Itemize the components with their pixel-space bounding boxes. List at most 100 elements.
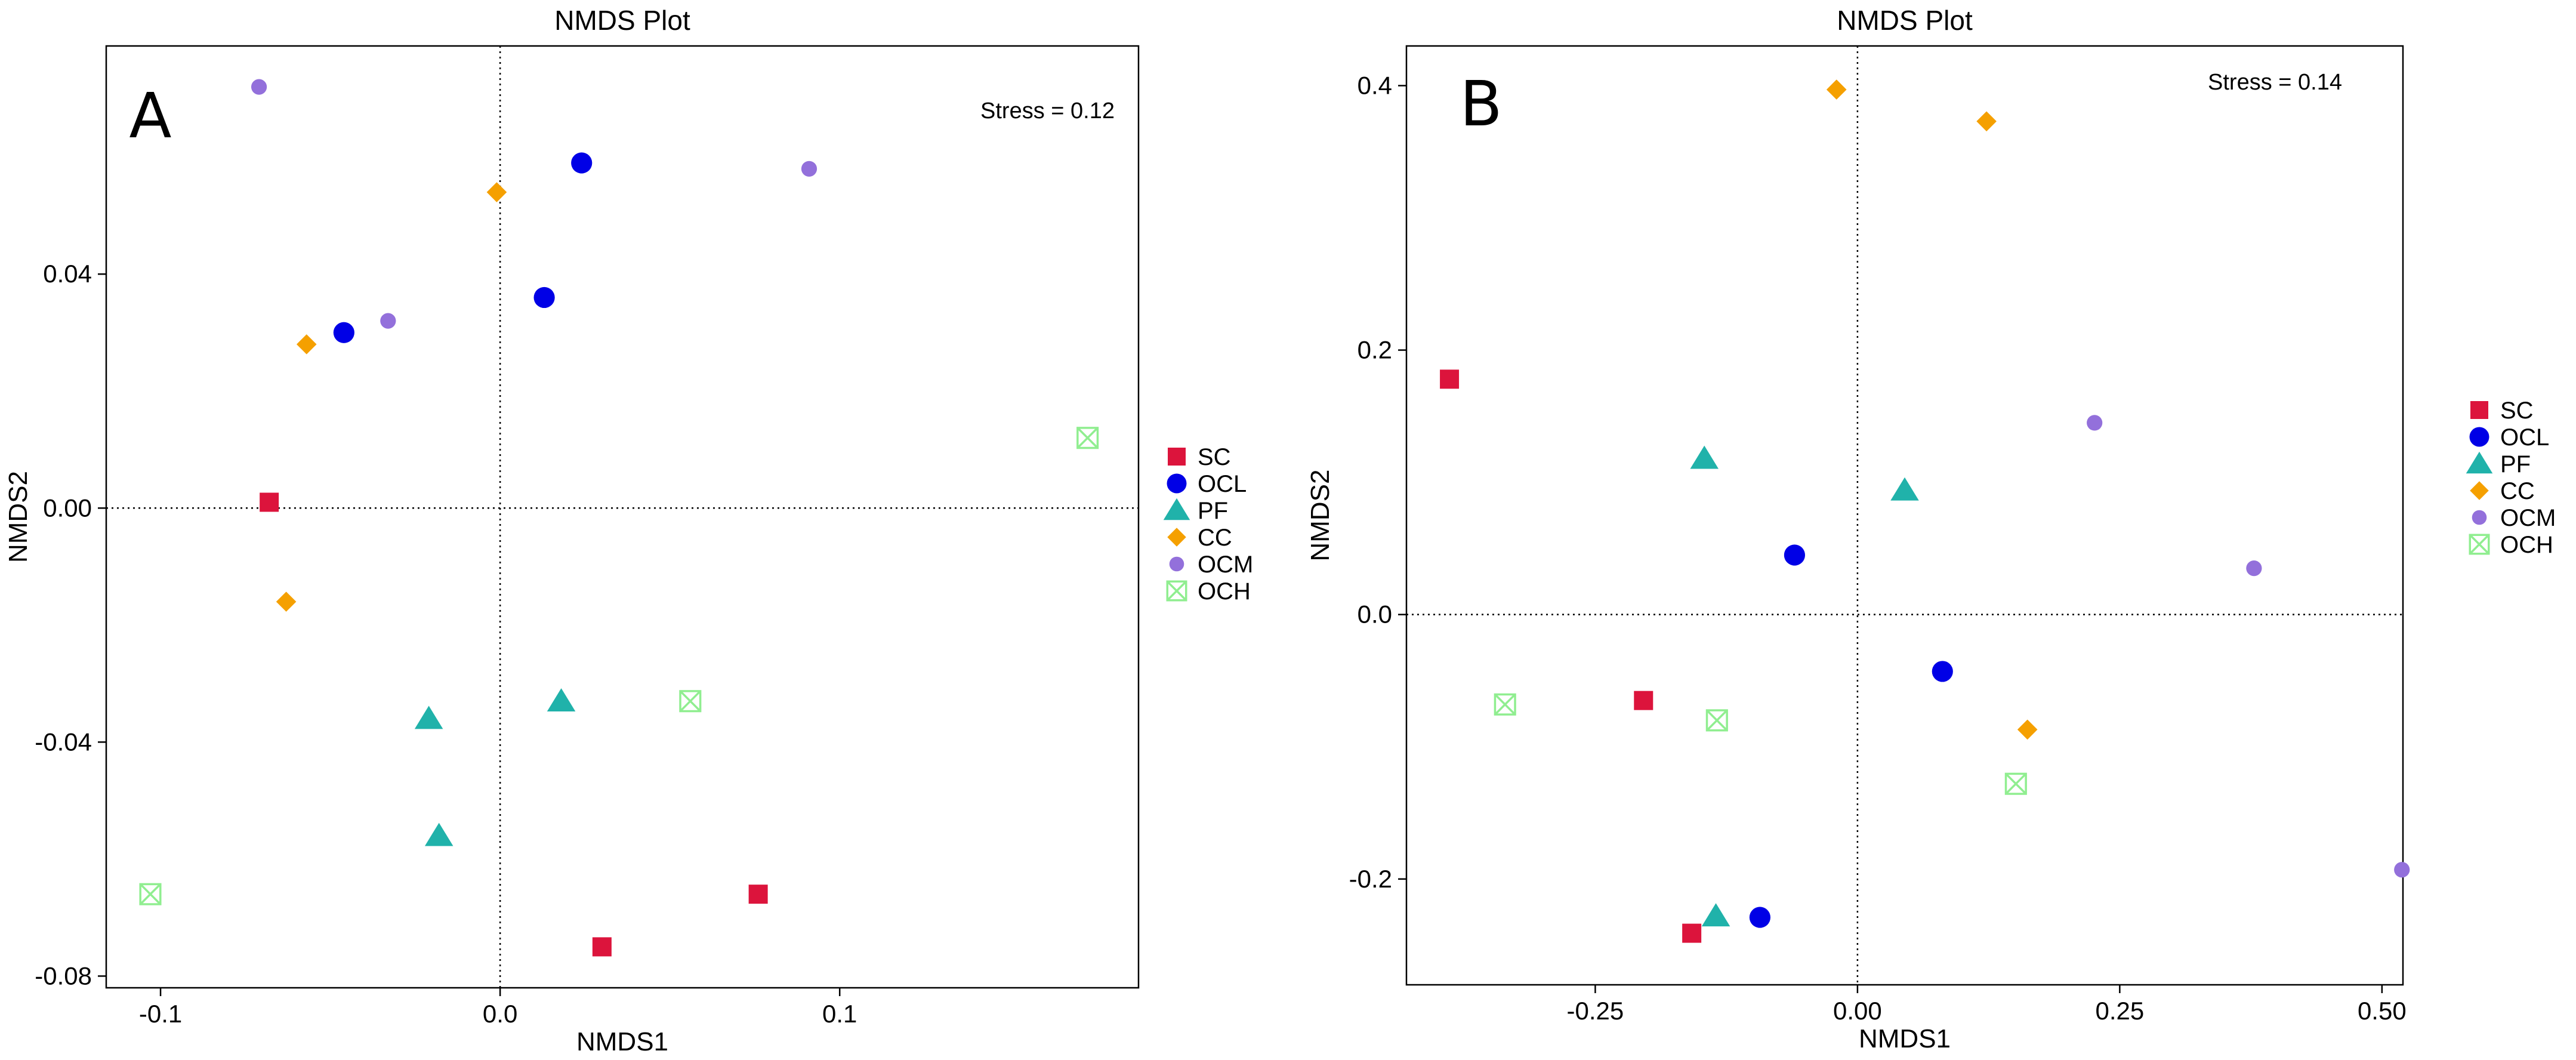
data-point-och-box — [1494, 693, 1516, 716]
data-point-ocl — [1749, 907, 1771, 928]
legend-label: PF — [2500, 451, 2531, 477]
series-cc — [1826, 79, 2038, 740]
legend-marker-och-box — [2469, 534, 2490, 555]
legend-marker-cc-shape — [1167, 528, 1186, 547]
data-point-och-box — [139, 883, 162, 905]
series-ocl — [1749, 544, 1953, 928]
legend-marker-och — [2469, 534, 2490, 555]
series-sc — [260, 492, 768, 957]
series-pf — [1690, 445, 1919, 927]
data-point-cc — [276, 591, 297, 612]
legend-label: CC — [1198, 525, 1232, 551]
data-point-ocm-shape — [2087, 415, 2103, 431]
legend-label: OCM — [2500, 505, 2556, 531]
data-point-ocl — [571, 152, 593, 174]
legend-item-och: OCH — [1166, 578, 1251, 605]
legend-label: OCL — [2500, 424, 2549, 451]
data-point-och-box — [679, 690, 702, 713]
legend-marker-sc-shape — [2470, 401, 2488, 419]
x-tick-label: 0.25 — [2095, 997, 2144, 1025]
data-point-ocm-shape — [801, 161, 817, 177]
x-tick-label: 0.0 — [483, 1000, 517, 1028]
legend-marker-och-diag-2 — [1167, 581, 1187, 601]
data-point-cc — [296, 334, 317, 355]
legend-item-pf: PF — [2466, 451, 2531, 477]
legend-marker-pf — [1163, 498, 1190, 520]
legend-marker-ocm-shape — [2472, 510, 2487, 525]
legend-label: SC — [2500, 398, 2534, 424]
y-tick-label: 0.2 — [1358, 336, 1392, 364]
data-point-pf — [414, 705, 443, 729]
legend-label: OCL — [1198, 471, 1247, 497]
y-axis-title: NMDS2 — [4, 471, 33, 563]
data-point-och-box — [1705, 709, 1728, 732]
y-tick-label: -0.04 — [35, 728, 92, 756]
data-point-pf-shape — [424, 822, 454, 846]
data-point-pf — [1701, 903, 1730, 927]
legend-marker-ocl-shape — [2469, 427, 2489, 447]
plot-frame — [105, 45, 1140, 989]
legend-marker-cc-shape — [2470, 481, 2489, 500]
panel-a: -0.1 0.0 0.1 -0.08 -0.04 0.00 0.04 NMDS Plot NMD… — [4, 5, 1253, 1056]
panel-b: -0.25 0.00 0.25 0.50 -0.2 0.0 0.2 0.4 NMDS Plot N… — [1306, 5, 2556, 1053]
data-point-sc-shape — [592, 937, 612, 957]
data-point-ocl-shape — [333, 322, 354, 343]
legend-marker-ocm — [1169, 556, 1184, 572]
y-tick-label: -0.2 — [1349, 865, 1392, 893]
data-point-ocl-shape — [1784, 544, 1806, 566]
legend-label: OCM — [1198, 551, 1253, 578]
series-cc — [276, 182, 507, 612]
data-point-cc — [1976, 111, 1997, 132]
legend-marker-ocl — [1167, 473, 1187, 494]
legend-marker-ocm-shape — [1169, 556, 1184, 572]
legend-marker-och — [1166, 580, 1187, 602]
data-point-pf-shape — [1690, 445, 1719, 469]
legend-marker-ocl — [2469, 427, 2489, 447]
data-point-och — [1705, 709, 1728, 732]
legend-label: SC — [1198, 444, 1231, 470]
legend-item-pf: PF — [1163, 498, 1228, 524]
legend-item-cc: CC — [2470, 478, 2535, 504]
data-point-cc-shape — [296, 334, 317, 355]
data-point-cc-shape — [1976, 111, 1997, 132]
legend-marker-sc — [1168, 448, 1186, 466]
legend-marker-cc — [2470, 481, 2489, 500]
series-ocm — [2087, 415, 2410, 878]
data-point-pf-shape — [547, 688, 576, 712]
legend-item-cc: CC — [1167, 525, 1232, 551]
data-point-ocm-shape — [251, 79, 267, 95]
data-point-ocm — [801, 161, 817, 177]
legend-item-och: OCH — [2469, 532, 2553, 558]
series-ocm — [251, 79, 817, 329]
series-pf — [414, 688, 576, 846]
y-tick-label: 0.04 — [43, 260, 92, 288]
legend-item-ocm: OCM — [1169, 551, 1253, 578]
data-point-sc — [1682, 923, 1702, 943]
data-point-och-box — [1076, 427, 1099, 449]
data-point-sc-shape — [1634, 691, 1653, 710]
data-point-sc — [748, 885, 768, 904]
data-point-cc-shape — [2017, 719, 2038, 740]
data-point-ocl-shape — [1749, 907, 1771, 928]
legend-marker-pf — [2466, 451, 2493, 474]
data-point-och — [679, 690, 702, 713]
data-point-och-diag-2 — [139, 883, 162, 905]
legend-marker-sc-shape — [1168, 448, 1186, 466]
data-point-pf — [1690, 445, 1719, 469]
data-point-ocm — [380, 313, 396, 329]
data-point-ocl — [1932, 661, 1953, 682]
y-tick-label: -0.08 — [35, 962, 92, 990]
chart-title: NMDS Plot — [554, 5, 690, 36]
data-point-cc-shape — [486, 182, 507, 202]
x-tick-label: -0.25 — [1567, 997, 1624, 1025]
series-sc — [1440, 369, 1702, 943]
legend-marker-ocm — [2472, 510, 2487, 525]
y-tick-label: 0.4 — [1358, 71, 1392, 99]
series-och — [139, 427, 1099, 905]
data-point-och — [1076, 427, 1099, 449]
data-point-sc — [1634, 691, 1653, 710]
data-point-pf-shape — [1701, 903, 1730, 927]
data-point-pf-shape — [414, 705, 443, 729]
data-point-ocl-shape — [533, 286, 555, 309]
